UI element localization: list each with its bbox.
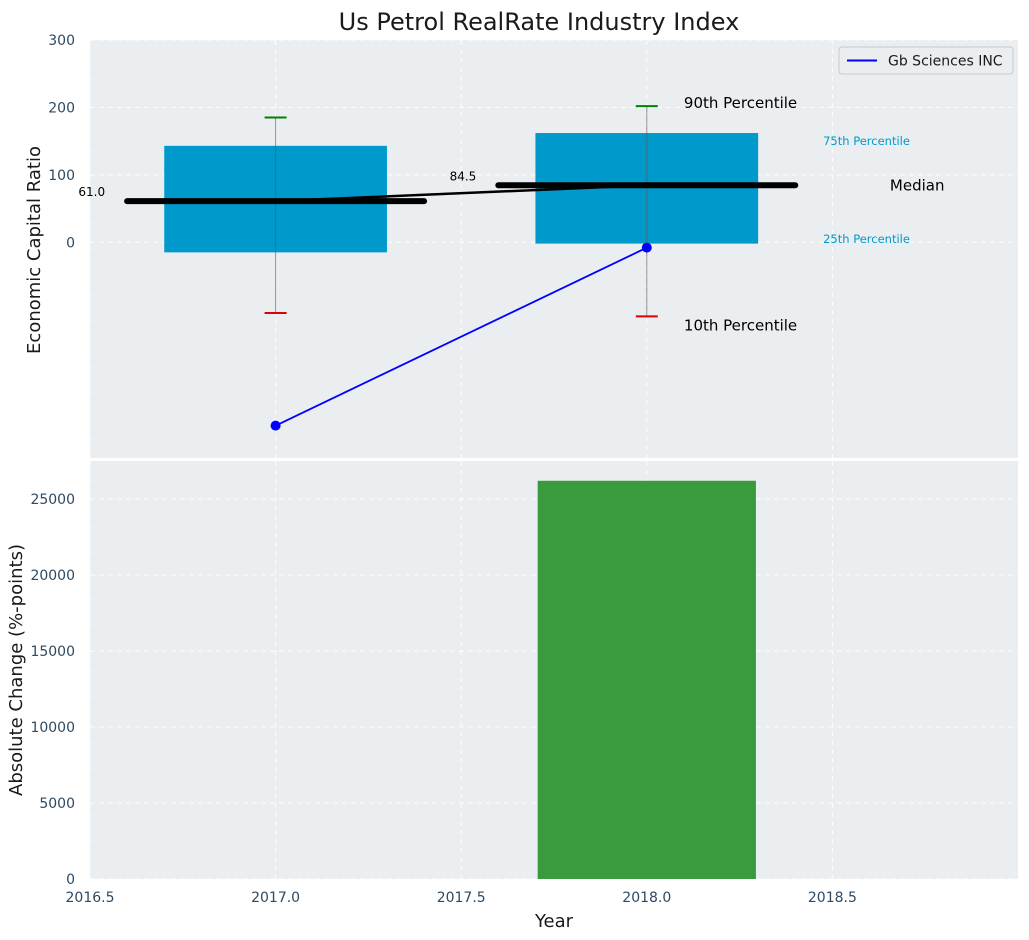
median-trend-line: [275, 184, 647, 203]
chart-title: Us Petrol RealRate Industry Index: [339, 8, 740, 36]
series-point: [641, 242, 652, 253]
bottom-y-tick-label: 0: [66, 872, 75, 888]
legend-box: [838, 46, 1014, 75]
median-annotation: Median: [890, 176, 945, 194]
x-tick-label: 2018.5: [808, 890, 857, 906]
median-value-label: 84.5: [450, 169, 477, 183]
bottom-y-tick-label: 10000: [30, 720, 75, 736]
top-y-tick-label: 0: [66, 235, 75, 251]
bottom-y-axis-label: Absolute Change (%-points): [6, 544, 27, 796]
x-tick-label: 2016.5: [66, 890, 115, 906]
p10-annotation: 10th Percentile: [684, 316, 797, 334]
x-tick-label: 2018.0: [622, 890, 671, 906]
series-point: [270, 420, 281, 431]
series-line: [275, 246, 648, 427]
p25-annotation: 25th Percentile: [823, 232, 910, 246]
change-bar: [537, 480, 756, 879]
median-value-label: 61.0: [78, 185, 105, 199]
bottom-y-tick-label: 20000: [30, 568, 75, 584]
x-axis-label: Year: [534, 911, 574, 932]
top-y-tick-label: 300: [48, 33, 75, 49]
p75-annotation: 75th Percentile: [823, 134, 910, 148]
bottom-y-tick-label: 5000: [39, 796, 75, 812]
legend-label: Gb Sciences INC: [888, 54, 1003, 70]
bottom-y-tick-label: 25000: [30, 492, 75, 508]
top-y-tick-label: 100: [48, 168, 75, 184]
p90-annotation: 90th Percentile: [684, 94, 797, 112]
top-y-axis-label: Economic Capital Ratio: [24, 146, 45, 354]
x-tick-label: 2017.5: [437, 890, 486, 906]
bottom-y-tick-label: 15000: [30, 644, 75, 660]
top-y-tick-label: 200: [48, 100, 75, 116]
x-tick-label: 2017.0: [251, 890, 300, 906]
